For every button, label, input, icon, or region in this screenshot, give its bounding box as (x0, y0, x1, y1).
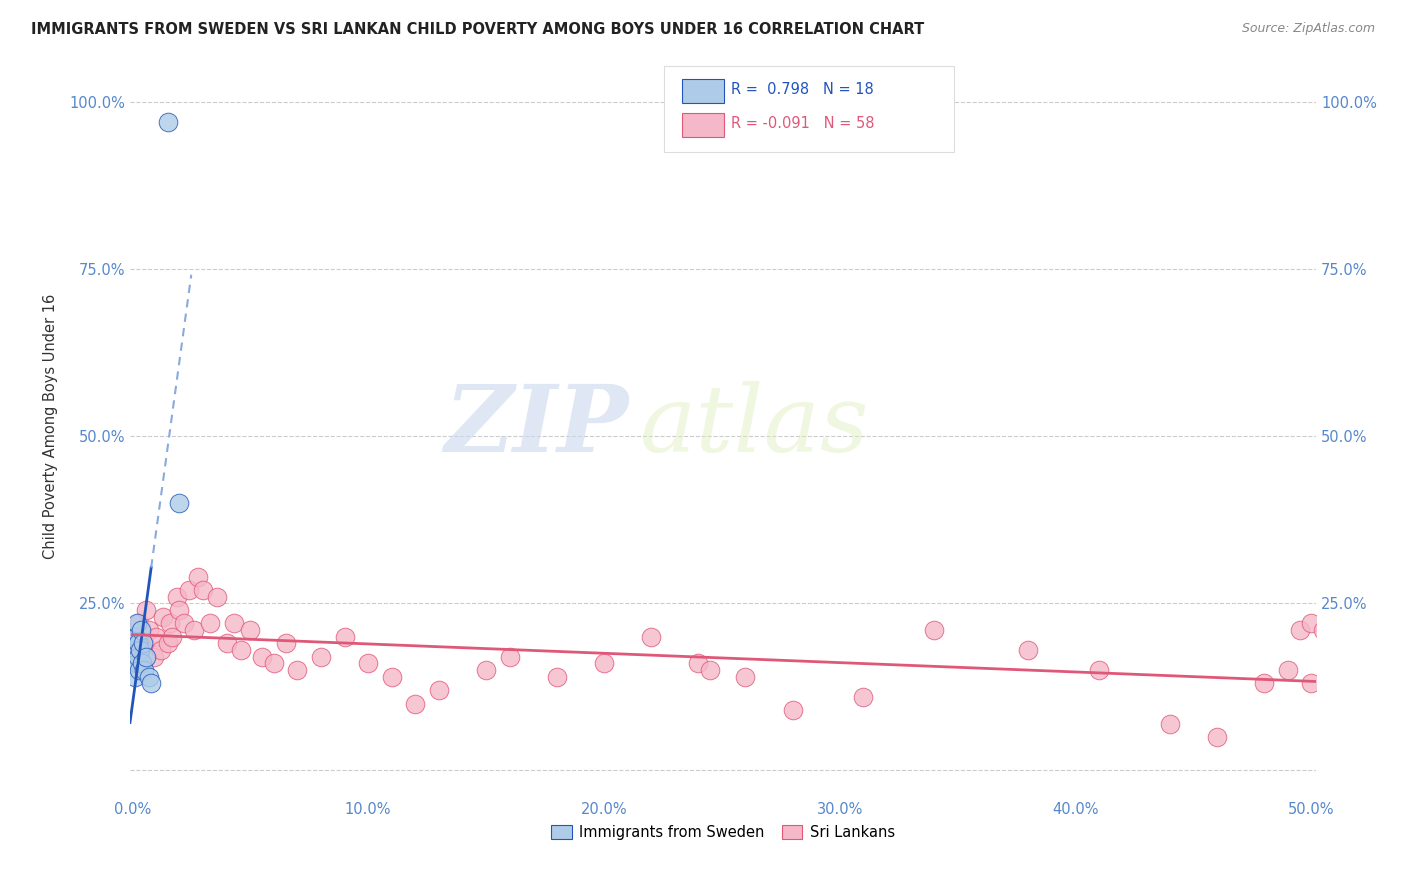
Point (922, 623, 945, 637)
Point (141, 676, 163, 690)
Point (149, 643, 172, 657)
Point (404, 697, 426, 711)
Point (138, 670, 160, 684)
Point (162, 630, 184, 644)
Point (1288, 623, 1310, 637)
Point (593, 657, 616, 671)
Point (124, 670, 146, 684)
Point (688, 657, 710, 671)
Point (1253, 676, 1275, 690)
Point (1277, 663, 1299, 677)
Point (357, 657, 380, 671)
Point (125, 657, 148, 671)
Point (1159, 716, 1181, 731)
Text: R = -0.091   N = 58: R = -0.091 N = 58 (731, 116, 875, 131)
Text: ZIP: ZIP (444, 381, 628, 471)
Text: R =  0.798   N = 18: R = 0.798 N = 18 (731, 82, 875, 96)
Point (131, 657, 153, 671)
Point (159, 616, 181, 631)
Point (127, 649, 149, 664)
Point (169, 496, 191, 510)
Point (135, 649, 157, 664)
Point (152, 609, 174, 624)
Point (177, 582, 200, 597)
Point (145, 630, 167, 644)
Point (169, 603, 191, 617)
Point (183, 623, 205, 637)
Point (127, 636, 149, 650)
Point (135, 603, 157, 617)
Point (166, 590, 188, 604)
Point (852, 690, 875, 704)
Point (274, 636, 297, 650)
Point (475, 663, 498, 677)
Point (263, 657, 285, 671)
Point (134, 636, 156, 650)
Point (132, 636, 155, 650)
Point (239, 623, 262, 637)
Point (1301, 676, 1323, 690)
Point (229, 643, 252, 657)
FancyBboxPatch shape (682, 78, 724, 103)
Point (173, 616, 195, 631)
Point (138, 623, 160, 637)
FancyBboxPatch shape (682, 113, 724, 136)
Point (191, 582, 214, 597)
Point (128, 616, 150, 631)
Point (134, 663, 156, 677)
Point (1206, 730, 1229, 744)
Point (198, 616, 221, 631)
Text: Source: ZipAtlas.com: Source: ZipAtlas.com (1241, 22, 1375, 36)
Point (1301, 616, 1323, 631)
Point (124, 643, 146, 657)
Point (222, 616, 245, 631)
Point (125, 616, 148, 631)
Point (125, 630, 148, 644)
Point (128, 643, 150, 657)
Point (287, 663, 309, 677)
Point (640, 630, 662, 644)
Point (156, 636, 179, 650)
Point (128, 663, 150, 677)
Text: IMMIGRANTS FROM SWEDEN VS SRI LANKAN CHILD POVERTY AMONG BOYS UNDER 16 CORRELATI: IMMIGRANTS FROM SWEDEN VS SRI LANKAN CHI… (31, 22, 924, 37)
Y-axis label: Child Poverty Among Boys Under 16: Child Poverty Among Boys Under 16 (44, 293, 58, 558)
Legend: Immigrants from Sweden, Sri Lankans: Immigrants from Sweden, Sri Lankans (546, 819, 901, 846)
Point (215, 636, 238, 650)
Point (1312, 623, 1334, 637)
Point (142, 649, 165, 664)
Point (1088, 663, 1111, 677)
Point (250, 649, 273, 664)
Point (309, 649, 332, 664)
Point (1017, 643, 1039, 657)
Point (498, 649, 520, 664)
Point (546, 670, 568, 684)
Point (381, 670, 404, 684)
Point (427, 683, 450, 698)
Point (125, 643, 148, 657)
Point (187, 569, 209, 583)
Point (699, 663, 721, 677)
Point (131, 657, 153, 671)
Point (734, 670, 756, 684)
Text: atlas: atlas (640, 381, 869, 471)
Point (156, 115, 179, 129)
Point (124, 630, 146, 644)
FancyBboxPatch shape (664, 66, 955, 152)
Point (333, 630, 356, 644)
Point (129, 623, 152, 637)
Point (782, 703, 804, 717)
Point (205, 590, 228, 604)
